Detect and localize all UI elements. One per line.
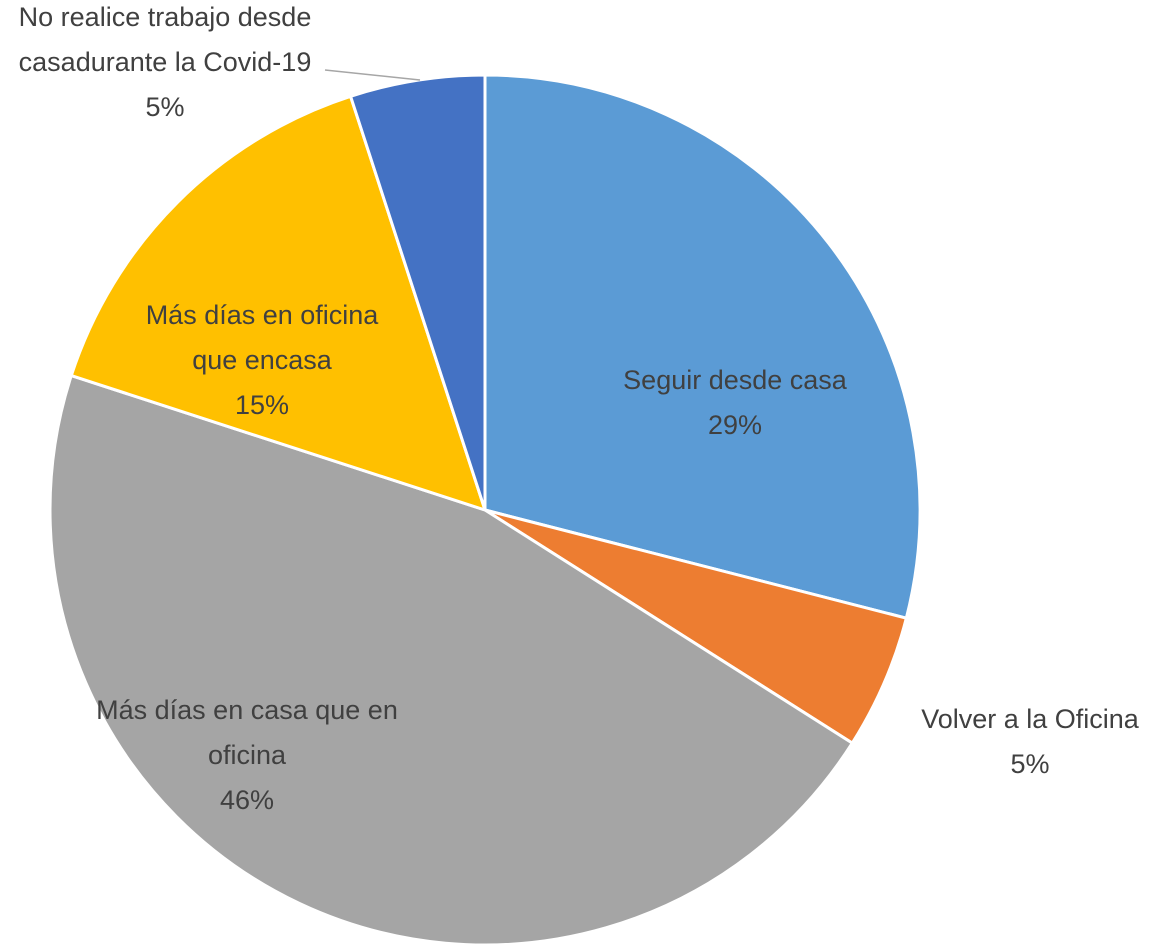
category-label: Volver a la Oficina — [921, 704, 1139, 734]
data-label: Más días en casa que en oficina 46% — [82, 688, 412, 823]
category-label: Más días en oficina que encasa — [145, 300, 379, 375]
value-label: 5% — [1010, 749, 1050, 779]
data-label-box: No realice trabajo desde casadurante la … — [0, 0, 330, 130]
data-label: Más días en oficina que encasa 15% — [127, 293, 397, 428]
category-label: No realice trabajo desde casadurante la … — [18, 2, 312, 77]
category-label: Más días en casa que en oficina — [96, 695, 398, 770]
data-label: Seguir desde casa 29% — [585, 358, 885, 448]
value-label: 29% — [707, 410, 763, 440]
value-label: 5% — [145, 92, 185, 122]
pie-slice — [48, 373, 855, 947]
pie — [48, 73, 922, 947]
data-label: No realice trabajo desde casadurante la … — [0, 0, 330, 130]
value-label: 15% — [234, 390, 290, 420]
data-label-box: Volver a la Oficina 5% — [885, 697, 1171, 787]
pie-slice — [69, 94, 488, 513]
pie-slice — [483, 73, 922, 621]
data-label-box: Más días en oficina que encasa 15% — [127, 293, 397, 428]
leader-line — [324, 69, 421, 81]
data-label-box: Seguir desde casa 29% — [585, 358, 885, 448]
category-label: Seguir desde casa — [623, 365, 847, 395]
value-label: 46% — [219, 785, 275, 815]
data-label: Volver a la Oficina 5% — [885, 697, 1171, 787]
data-label-box: Más días en casa que en oficina 46% — [82, 688, 412, 823]
